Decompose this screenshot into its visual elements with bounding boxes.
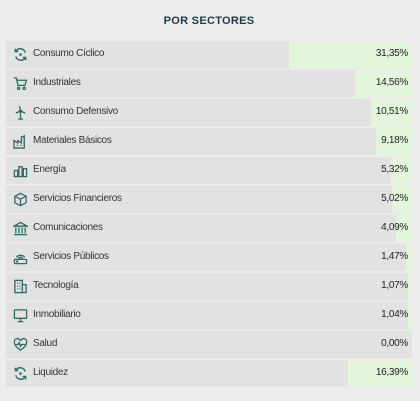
sector-label: Liquidez: [33, 367, 68, 378]
sector-row: Salud 0,00%: [6, 331, 412, 358]
sector-value: 5,32%: [381, 164, 408, 175]
sector-value: 14,56%: [375, 77, 408, 88]
sector-row: Consumo Defensivo 10,51%: [6, 99, 412, 126]
sector-row: Comunicaciones 4,09%: [6, 215, 412, 242]
wind-turbine-icon: [13, 105, 28, 120]
sector-row: Tecnología 1,07%: [6, 273, 412, 300]
sector-value: 0,00%: [381, 338, 408, 349]
sector-value: 9,18%: [381, 135, 408, 146]
sector-bar: [407, 302, 412, 329]
sector-label: Comunicaciones: [33, 222, 103, 233]
sector-value: 1,07%: [381, 280, 408, 291]
heart-pulse-icon: [13, 337, 28, 352]
institution-icon: [13, 221, 28, 236]
sector-row: Servicios Públicos 1,47%: [6, 244, 412, 271]
sector-bar: [370, 99, 412, 126]
sector-value: 1,47%: [381, 251, 408, 262]
sector-label: Inmobiliario: [33, 309, 81, 320]
sector-label: Materiales Básicos: [33, 135, 112, 146]
cube-icon: [13, 192, 28, 207]
sector-value: 10,51%: [375, 106, 408, 117]
sector-row: Materiales Básicos 9,18%: [6, 128, 412, 155]
sector-bar: [289, 41, 412, 68]
sector-value: 1,04%: [381, 309, 408, 320]
sector-label: Energía: [33, 164, 66, 175]
sector-row: Inmobiliario 1,04%: [6, 302, 412, 329]
building-icon: [13, 279, 28, 294]
sector-value: 4,09%: [381, 222, 408, 233]
sector-bar: [406, 244, 412, 271]
sector-label: Tecnología: [33, 280, 79, 291]
sector-value: 5,02%: [381, 193, 408, 204]
panel-title: POR SECTORES: [163, 15, 255, 27]
sector-rows: Consumo Cíclico 31,35% Industriales 14,56% C…: [6, 41, 412, 389]
sector-row: Industriales 14,56%: [6, 70, 412, 97]
router-icon: [13, 250, 28, 265]
sector-bar: [395, 215, 412, 242]
sector-value: 31,35%: [375, 48, 408, 59]
sector-label: Industriales: [33, 77, 81, 88]
sector-label: Consumo Cíclico: [33, 48, 105, 59]
sector-bar: [354, 70, 412, 97]
sector-label: Salud: [33, 338, 58, 349]
cycle-icon: [13, 47, 28, 62]
sector-bar: [392, 186, 412, 213]
sector-row: Energía 5,32%: [6, 157, 412, 184]
sector-bar: [407, 273, 412, 300]
sector-value: 16,39%: [375, 367, 408, 378]
sector-bar: [347, 360, 412, 387]
sector-row: Liquidez 16,39%: [6, 360, 412, 387]
sector-row: Consumo Cíclico 31,35%: [6, 41, 412, 68]
energy-bars-icon: [13, 163, 28, 178]
sector-bar: [391, 157, 412, 184]
sector-label: Servicios Públicos: [33, 251, 109, 262]
monitor-icon: [13, 308, 28, 323]
sector-panel: POR SECTORES Consumo Cíclico 31,35% Indust…: [3, 2, 415, 397]
sector-bar: [375, 128, 412, 155]
cycle-icon: [13, 366, 28, 381]
sector-label: Servicios Financieros: [33, 193, 122, 204]
factory-icon: [13, 134, 28, 149]
sector-row: Servicios Financieros 5,02%: [6, 186, 412, 213]
cart-icon: [13, 76, 28, 91]
sector-label: Consumo Defensivo: [33, 106, 118, 117]
